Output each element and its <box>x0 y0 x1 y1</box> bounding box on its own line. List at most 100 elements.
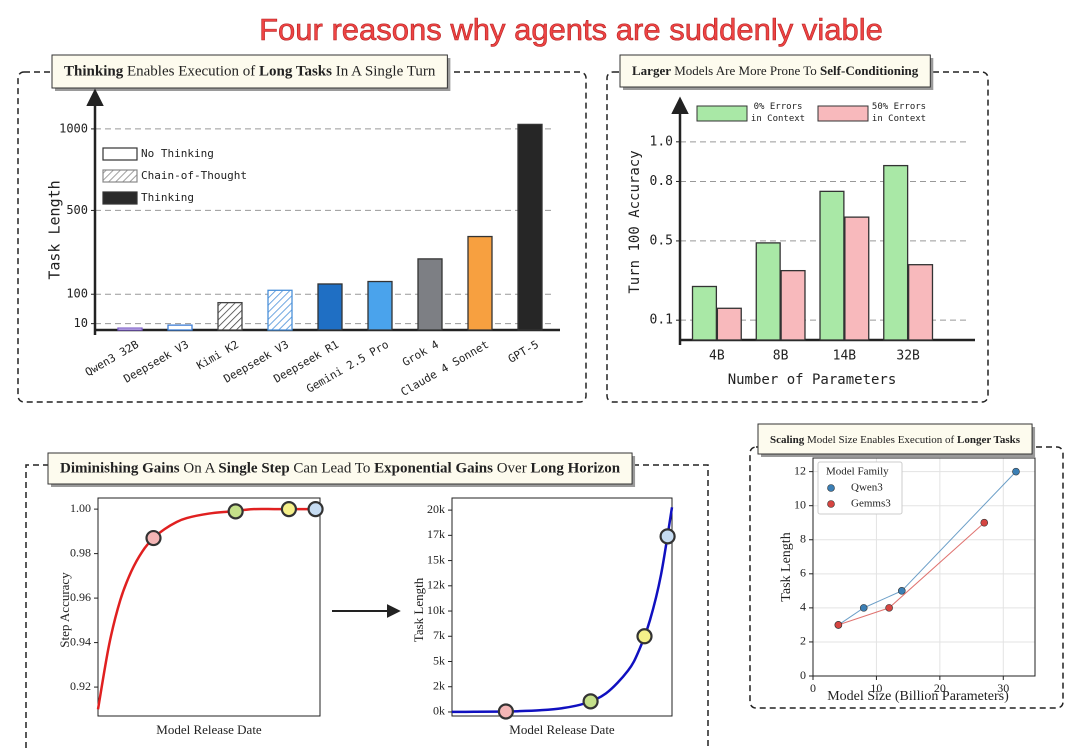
heading-segment: Thinking <box>64 64 124 80</box>
bar <box>883 164 909 341</box>
y-tick-label: 12k <box>427 578 445 592</box>
heading-segment: Scaling <box>770 434 805 446</box>
y-tick-label: 100 <box>66 287 88 301</box>
y-tick-label: 1.00 <box>70 501 91 515</box>
x-axis-label: Model Release Date <box>156 722 262 737</box>
y-tick-label: 10 <box>74 316 88 330</box>
legend-label: Thinking <box>141 191 194 204</box>
x-tick-label: 30 <box>997 681 1009 695</box>
point <box>145 529 162 547</box>
y-tick-label: 0.98 <box>70 545 91 559</box>
legend-box <box>817 461 903 515</box>
legend-swatch <box>696 105 748 122</box>
bar <box>117 327 143 331</box>
legend-label-box: 50% Errors in Context <box>872 102 926 124</box>
point <box>497 703 514 720</box>
y-axis-label: Step Accuracy <box>57 572 72 648</box>
y-tick-label: 5k <box>433 653 445 667</box>
bar <box>167 324 193 331</box>
x-tick-label: 14B <box>833 349 857 364</box>
panel-heading: Scaling Model Size Enables Execution of … <box>757 423 1036 457</box>
y-tick-label: 12 <box>794 463 806 477</box>
point <box>280 501 298 518</box>
heading-segment: Diminishing Gains <box>60 461 180 477</box>
bar <box>716 307 742 341</box>
legend-label: Qwen3 <box>851 482 883 494</box>
bar <box>317 283 343 331</box>
y-tick-label: 0.92 <box>70 679 91 693</box>
legend-label: No Thinking <box>141 147 214 160</box>
point <box>227 503 244 520</box>
legend-marker <box>827 484 835 492</box>
heading-segment: Long Tasks <box>259 64 332 80</box>
point <box>307 501 324 518</box>
y-axis-label: Task Length <box>411 577 426 642</box>
point <box>636 628 653 645</box>
y-tick-label: 0.8 <box>650 174 673 189</box>
heading-segment: On A <box>180 461 219 477</box>
bar <box>755 242 781 341</box>
x-tick-label: 20 <box>934 681 946 695</box>
y-tick-label: 15k <box>427 552 445 566</box>
y-tick-label: 8 <box>800 532 806 546</box>
y-axis-label: Turn 100 Accuracy <box>627 150 643 293</box>
heading-segment: Long Horizon <box>530 461 620 477</box>
x-tick-label: 32B <box>896 349 920 364</box>
point <box>885 604 893 612</box>
x-tick-label: 10 <box>870 681 882 695</box>
y-tick-label: 0k <box>433 704 445 718</box>
heading-box <box>757 423 1033 455</box>
heading-segment: Longer Tasks <box>957 434 1021 446</box>
heading-segment: In A Single Turn <box>332 64 436 80</box>
legend-marker <box>827 500 835 508</box>
plot-frame <box>97 497 321 717</box>
heading-text: Scaling Model Size Enables Execution of … <box>770 434 1021 446</box>
y-tick-label: 0.5 <box>650 233 673 248</box>
plot-frame <box>812 457 1036 677</box>
point <box>582 693 599 710</box>
y-tick-label: 10 <box>794 497 806 511</box>
legend-swatch <box>817 105 869 122</box>
heading-box <box>51 54 448 89</box>
panel-heading: Diminishing Gains On A Single Step Can L… <box>47 452 636 487</box>
y-axis-label: Task Length <box>46 180 64 279</box>
y-tick-label: 2k <box>433 678 445 692</box>
y-tick-label: 1000 <box>59 121 88 135</box>
legend-swatch <box>102 191 138 205</box>
legend-label: Chain-of-Thought <box>141 169 247 182</box>
heading-segment: Single Step <box>218 461 289 477</box>
heading-text: Larger Models Are More Prone To Self-Con… <box>632 63 919 78</box>
heading-segment: Self-Conditioning <box>820 63 919 78</box>
y-tick-label: 0 <box>800 668 806 682</box>
heading-text: Diminishing Gains On A Single Step Can L… <box>60 461 621 477</box>
x-axis-label: Number of Parameters <box>728 372 897 388</box>
y-tick-label: 10k <box>427 603 445 617</box>
heading-segment: Exponential Gains <box>374 461 493 477</box>
bar <box>780 269 806 341</box>
legend-swatch <box>102 169 138 183</box>
panel-heading: Thinking Enables Execution of Long Tasks… <box>51 54 451 91</box>
y-tick-label: 4 <box>800 600 806 614</box>
point <box>897 587 906 595</box>
heading-text: Thinking Enables Execution of Long Tasks… <box>64 64 436 80</box>
bar <box>417 258 443 331</box>
panel-frame <box>17 71 587 403</box>
heading-segment: Larger <box>632 63 671 78</box>
y-tick-label: 7k <box>433 628 445 642</box>
heading-box <box>619 54 931 88</box>
point <box>980 518 989 527</box>
point <box>659 528 676 545</box>
legend-label: 0% Errors in Context <box>750 102 806 124</box>
y-tick-label: 0.1 <box>650 313 673 328</box>
bar <box>517 123 543 331</box>
heading-segment: Model Size Enables Execution of <box>804 434 957 446</box>
y-tick-label: 20k <box>427 502 445 516</box>
bar <box>691 285 718 341</box>
bar <box>217 301 243 331</box>
point <box>859 604 868 612</box>
x-tick-label: 0 <box>810 681 816 695</box>
page-title: Four reasons why agents are suddenly via… <box>259 12 883 47</box>
x-axis-label: Model Size (Billion Parameters) <box>827 689 1009 704</box>
y-tick-label: 0.94 <box>70 634 91 648</box>
